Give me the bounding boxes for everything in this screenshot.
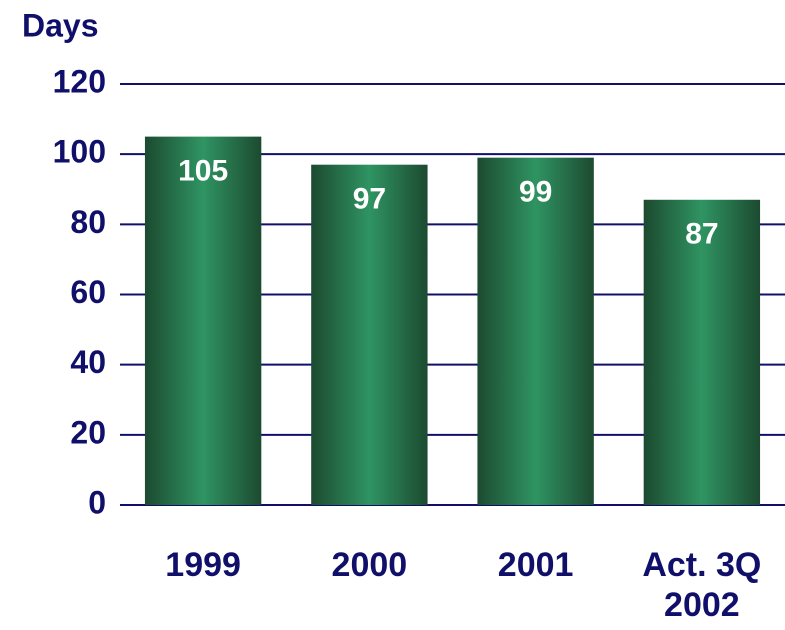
bar [144, 136, 262, 505]
bar [311, 164, 428, 506]
bar [643, 199, 761, 505]
x-tick-label: 2000 [331, 546, 408, 584]
y-tick-label: 120 [53, 63, 106, 99]
y-tick-label: 20 [70, 414, 106, 450]
data-label: 97 [353, 183, 386, 216]
y-tick-label: 40 [70, 344, 106, 380]
x-tick-label: Act. 3Q 2002 [642, 546, 762, 624]
bar [477, 157, 594, 506]
y-tick-label: 60 [70, 274, 106, 310]
x-tick-label: 2001 [497, 546, 574, 584]
data-label: 87 [685, 218, 718, 251]
y-tick-label: 0 [88, 484, 106, 520]
y-tick-label: 100 [53, 134, 106, 170]
data-label: 99 [519, 176, 552, 209]
y-tick-label: 80 [70, 204, 106, 240]
data-label: 105 [178, 155, 228, 188]
y-axis-title: Days [22, 7, 99, 43]
x-tick-label: 1999 [165, 546, 241, 584]
